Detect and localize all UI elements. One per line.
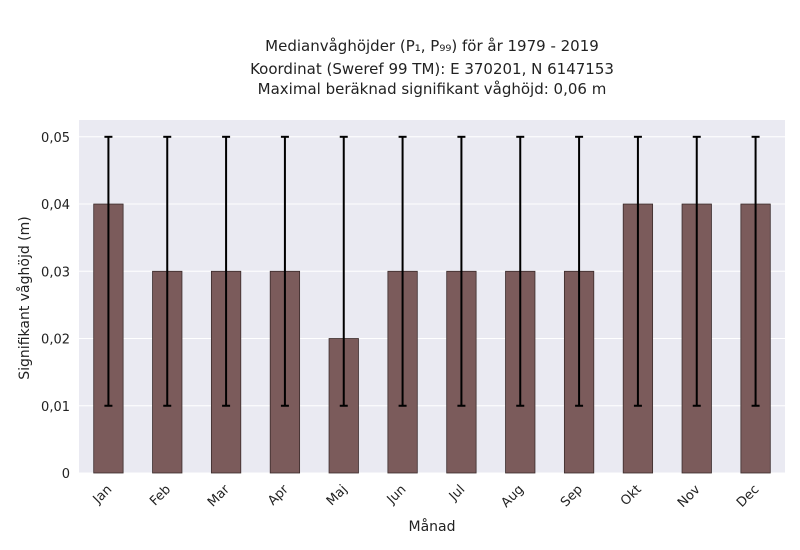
y-tick-label: 0,04 <box>41 198 70 213</box>
error-bar-dec <box>751 135 760 407</box>
x-axis-ticks: Jan Feb Mar Apr Maj Jun Jul Aug Sep Okt Nov Dec <box>90 482 763 511</box>
x-axis-label: Månad <box>409 518 456 535</box>
x-tick-label: Jun <box>384 482 410 508</box>
y-tick-label: 0 <box>62 467 70 482</box>
x-tick-label: Jan <box>90 482 115 507</box>
error-bar-jun <box>398 135 407 407</box>
x-tick-label: Feb <box>147 482 174 509</box>
x-tick-label: Aug <box>499 482 528 511</box>
error-bar-sep <box>575 135 584 407</box>
title-line-1: Medianvåghöjder (P₁, P₉₉) för år 1979 - … <box>265 37 599 55</box>
y-tick-label: 0,05 <box>41 131 70 146</box>
y-tick-label: 0,03 <box>41 265 70 280</box>
error-bar-maj <box>339 135 348 407</box>
x-tick-label: Maj <box>324 482 351 509</box>
error-bar-feb <box>163 135 172 407</box>
gridlines <box>79 136 785 474</box>
x-tick-label: Dec <box>734 482 762 510</box>
x-tick-label: Jul <box>446 482 468 504</box>
error-bar-jan <box>104 135 113 407</box>
y-tick-label: 0,02 <box>41 333 70 348</box>
x-tick-label: Apr <box>265 482 292 509</box>
x-tick-label: Sep <box>558 482 586 510</box>
error-bar-okt <box>633 135 642 407</box>
error-bar-jul <box>457 135 466 407</box>
error-bar-nov <box>692 135 701 407</box>
y-axis-ticks: 0 0,01 0,02 0,03 0,04 0,05 <box>41 131 70 482</box>
x-tick-label: Okt <box>618 482 645 509</box>
error-bar-apr <box>280 135 289 407</box>
title-line-3: Maximal beräknad signifikant våghöjd: 0,… <box>258 80 607 98</box>
chart-title: Medianvåghöjder (P₁, P₉₉) för år 1979 - … <box>250 37 614 98</box>
y-axis-label: Signifikant våghöjd (m) <box>16 216 33 379</box>
error-bar-mar <box>222 135 231 407</box>
title-line-2: Koordinat (Sweref 99 TM): E 370201, N 61… <box>250 60 614 78</box>
x-tick-label: Mar <box>205 482 233 510</box>
x-tick-label: Nov <box>675 482 704 511</box>
y-tick-label: 0,01 <box>41 400 70 415</box>
error-bars <box>104 135 760 407</box>
error-bar-aug <box>516 135 525 407</box>
plot-area <box>79 120 785 473</box>
